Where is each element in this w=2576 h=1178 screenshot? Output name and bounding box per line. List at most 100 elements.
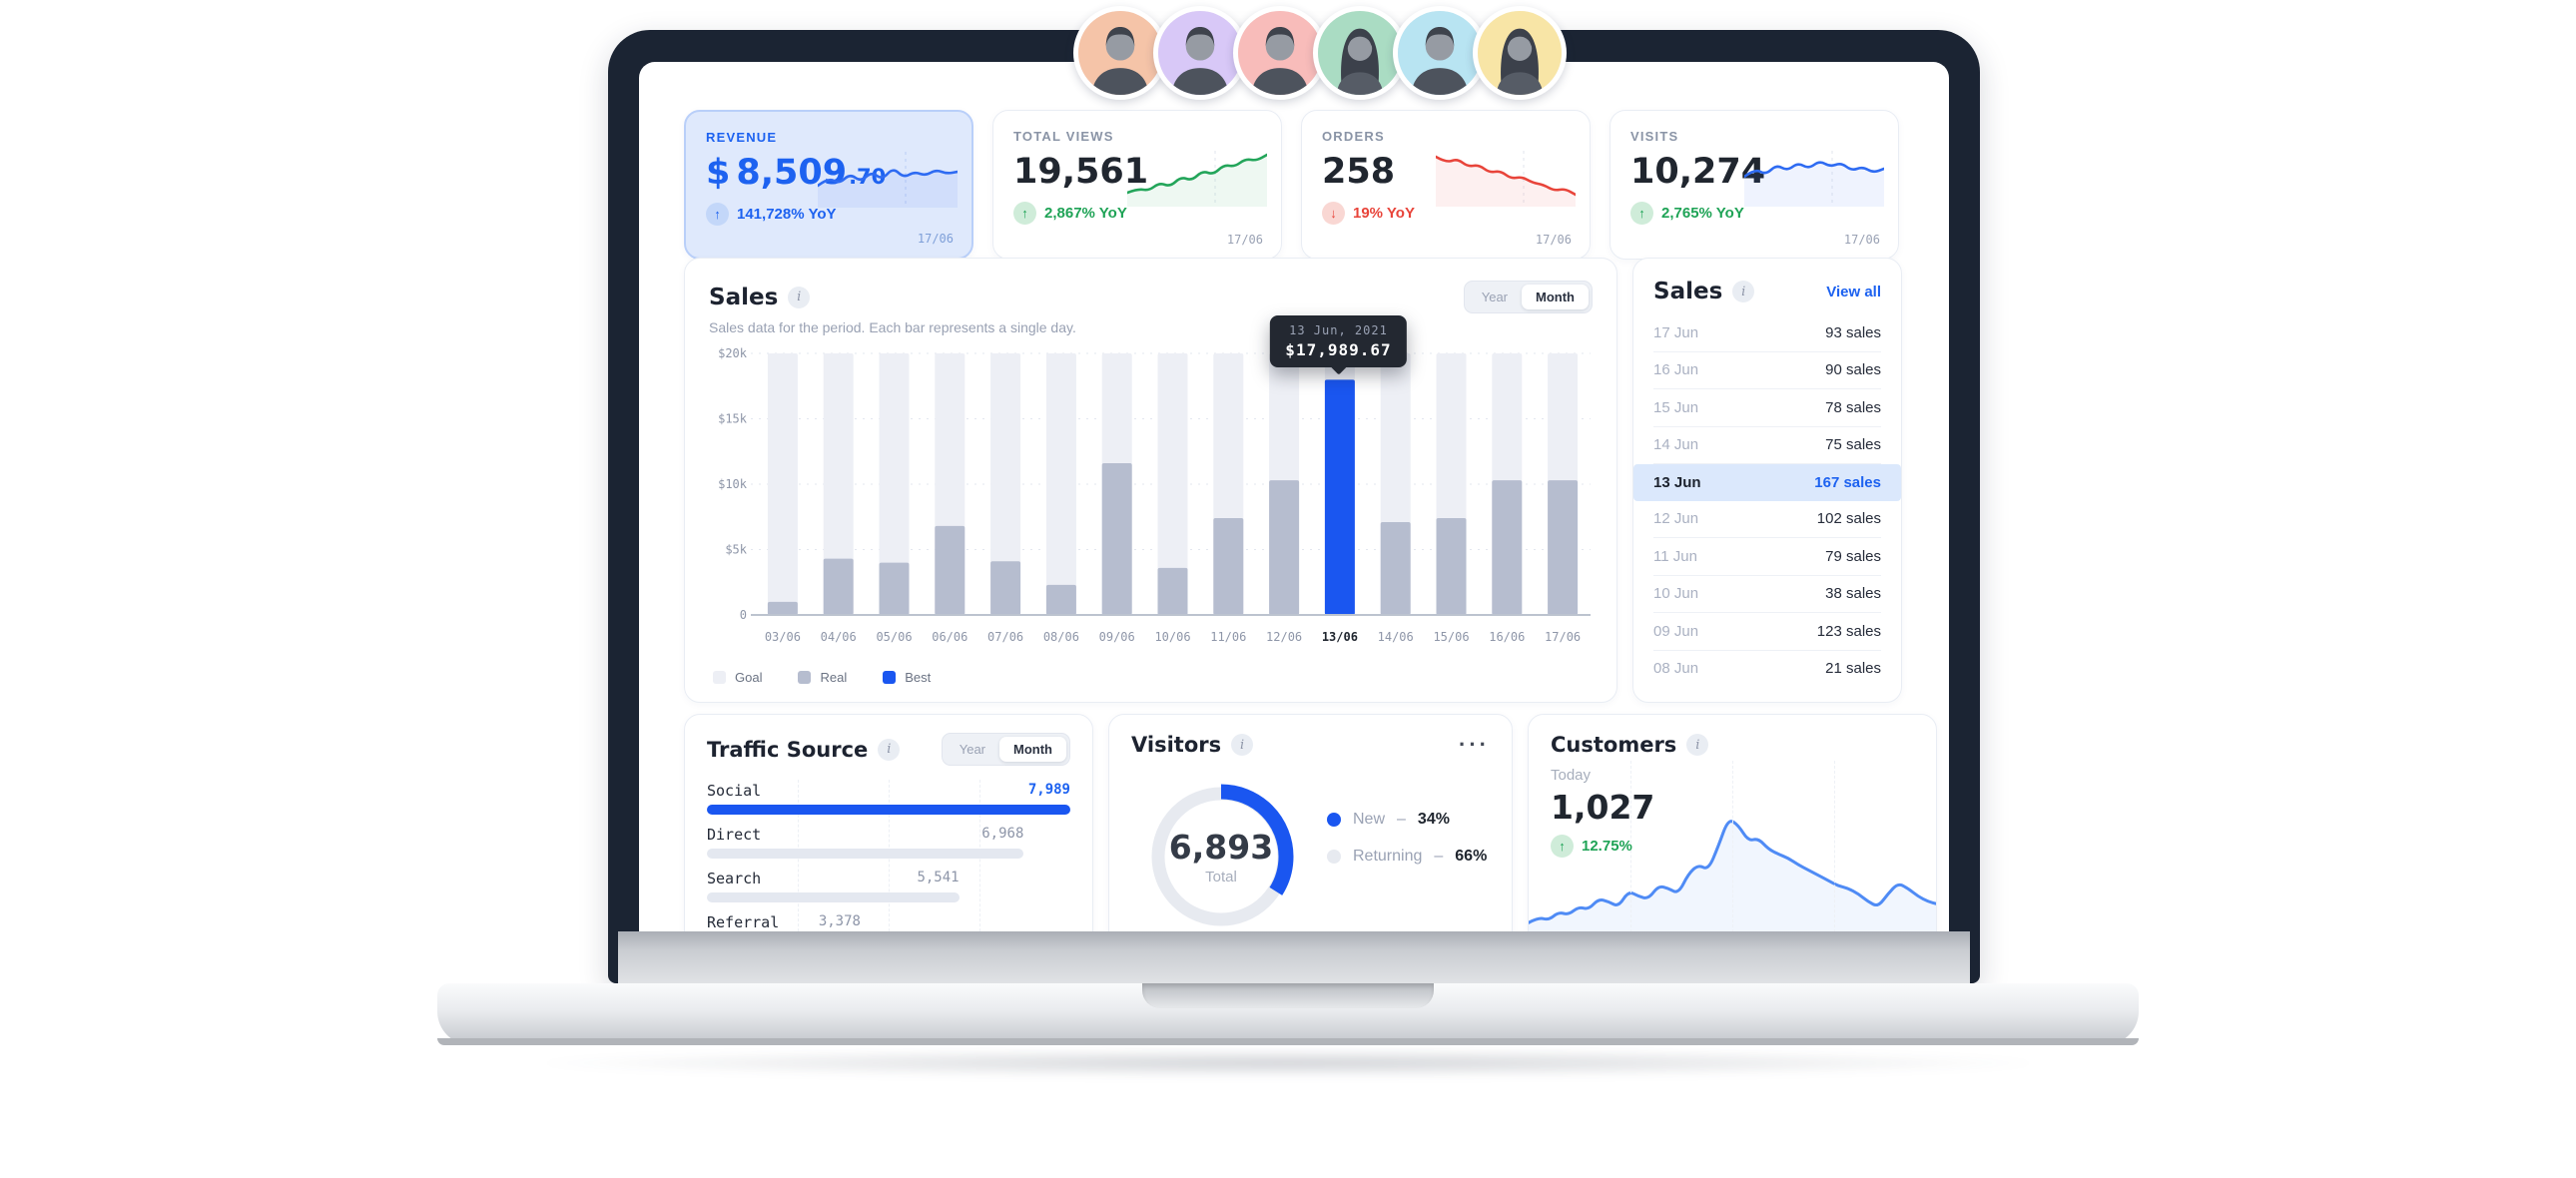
- sales-list-row[interactable]: 17 Jun 93 sales: [1653, 314, 1881, 352]
- sales-list-card: Sales i View all 17 Jun 93 sales 16 Jun 90 …: [1632, 258, 1902, 703]
- sales-bar-real[interactable]: [1436, 518, 1467, 615]
- stat-card-orders[interactable]: ORDERS 258 ↓ 19% YoY 17/06: [1301, 110, 1591, 260]
- user-avatar[interactable]: [1073, 6, 1167, 100]
- traffic-title: Traffic Source: [707, 737, 869, 762]
- sales-bar-goal: [767, 353, 798, 615]
- stat-card-change: ↑ 2,765% YoY: [1630, 202, 1878, 225]
- user-avatar[interactable]: [1153, 6, 1247, 100]
- y-axis-label: 0: [740, 608, 747, 622]
- legend-dot: [1327, 850, 1341, 864]
- stat-card-change: ↓ 19% YoY: [1322, 202, 1570, 225]
- sales-bar-real[interactable]: [1045, 584, 1076, 615]
- traffic-row-referral: Referral 3,378: [707, 911, 1070, 931]
- stat-card-total-views[interactable]: TOTAL VIEWS 19,561 ↑ 2,867% YoY 17/06: [992, 110, 1282, 260]
- sales-bar-real[interactable]: [1101, 463, 1132, 615]
- toggle-month[interactable]: Month: [999, 737, 1066, 762]
- traffic-source-card: Traffic Source i Year Month Social 7,989 Di…: [684, 714, 1093, 931]
- info-icon[interactable]: i: [788, 286, 811, 308]
- traffic-bars: Social 7,989 Direct 6,968 Search 5,541 Referra…: [707, 780, 1070, 931]
- arrow-up-icon: ↑: [1551, 835, 1574, 858]
- traffic-bar: [707, 805, 1070, 815]
- sales-bar-real[interactable]: [1157, 567, 1188, 615]
- laptop-screen: REVENUE $8,509.70 ↑ 141,728% YoY 17/06 TOTAL …: [639, 62, 1949, 931]
- stat-card-value: 19,561: [1013, 152, 1149, 192]
- chart-legend: Goal Real Best: [709, 670, 1593, 685]
- traffic-value: 7,989: [1027, 782, 1070, 798]
- stat-card-change: ↑ 141,728% YoY: [706, 203, 952, 226]
- sales-list-row[interactable]: 12 Jun 102 sales: [1653, 501, 1881, 538]
- info-icon[interactable]: i: [1231, 734, 1254, 756]
- laptop-base: [437, 983, 2139, 1045]
- stat-sparkline: [1127, 151, 1267, 207]
- user-avatar[interactable]: [1473, 6, 1567, 100]
- y-axis-label: $5k: [725, 543, 747, 557]
- sales-bar-real[interactable]: [1492, 480, 1523, 615]
- stat-card-revenue[interactable]: REVENUE $8,509.70 ↑ 141,728% YoY 17/06: [684, 110, 973, 260]
- sales-bar-real[interactable]: [879, 562, 910, 615]
- view-all-link[interactable]: View all: [1826, 283, 1881, 300]
- info-icon[interactable]: i: [878, 738, 901, 761]
- arrow-up-icon: ↑: [1630, 202, 1653, 225]
- stat-card-visits[interactable]: VISITS 10,274 ↑ 2,765% YoY 17/06: [1610, 110, 1899, 260]
- x-axis-label: 15/06: [1433, 630, 1469, 644]
- traffic-label: Social: [707, 782, 762, 800]
- sales-list-row[interactable]: 16 Jun 90 sales: [1653, 352, 1881, 389]
- stat-card-value: 258: [1322, 152, 1396, 192]
- sales-bar-real[interactable]: [1213, 518, 1244, 615]
- sales-bar-real[interactable]: [823, 558, 854, 615]
- stat-sparkline: [818, 152, 958, 208]
- customers-title: Customers: [1551, 733, 1677, 757]
- donut-segment-new[interactable]: [1148, 784, 1294, 929]
- x-axis-label: 04/06: [821, 630, 857, 644]
- laptop-bezel: REVENUE $8,509.70 ↑ 141,728% YoY 17/06 TOTAL …: [608, 30, 1980, 983]
- info-icon[interactable]: i: [1732, 281, 1755, 302]
- x-axis-label: 10/06: [1154, 630, 1190, 644]
- sales-bar-real[interactable]: [1269, 480, 1300, 615]
- sales-list-row[interactable]: 09 Jun 123 sales: [1653, 613, 1881, 651]
- gridline: [1630, 761, 1631, 931]
- info-icon[interactable]: i: [1686, 734, 1709, 756]
- sales-bar-real[interactable]: [1548, 480, 1579, 615]
- sales-list-row[interactable]: 14 Jun 75 sales: [1653, 427, 1881, 464]
- laptop-shadow: [519, 1048, 2057, 1078]
- user-avatar[interactable]: [1233, 6, 1327, 100]
- sales-list-title: Sales: [1653, 279, 1723, 304]
- customers-stats: Today 1,027 ↑ 12.75%: [1551, 767, 1654, 858]
- x-axis-label: 09/06: [1099, 630, 1135, 644]
- x-axis-label: 06/06: [932, 630, 967, 644]
- stat-card-value: 10,274: [1630, 152, 1766, 192]
- sales-bar-real[interactable]: [935, 525, 966, 615]
- legend-swatch: [798, 671, 812, 684]
- toggle-year[interactable]: Year: [1481, 290, 1509, 304]
- sales-list-row[interactable]: 15 Jun 78 sales: [1653, 389, 1881, 427]
- sales-bar-real[interactable]: [1380, 521, 1411, 615]
- sales-list-row[interactable]: 08 Jun 21 sales: [1653, 660, 1881, 678]
- sales-bar-real[interactable]: [990, 561, 1021, 615]
- more-options-icon[interactable]: ···: [1459, 732, 1490, 757]
- stat-card-label: ORDERS: [1322, 129, 1385, 144]
- toggle-month[interactable]: Month: [1522, 285, 1589, 309]
- stat-card-date: 17/06: [917, 232, 954, 246]
- sales-bar-goal: [1157, 353, 1188, 615]
- sales-bar-real[interactable]: [767, 601, 798, 615]
- sales-bar-best[interactable]: [1324, 379, 1355, 615]
- sales-bar-goal: [823, 353, 854, 615]
- sales-list-row[interactable]: 11 Jun 79 sales: [1653, 538, 1881, 576]
- sales-bar-chart: $20k $15k $10k $5k 0 03/06 04/06 05/06 06/06 07/0…: [709, 315, 1593, 660]
- sales-list-row[interactable]: 13 Jun 167 sales: [1633, 464, 1901, 501]
- arrow-up-icon: ↑: [1013, 202, 1036, 225]
- x-axis-label: 14/06: [1378, 630, 1414, 644]
- user-avatar[interactable]: [1313, 6, 1407, 100]
- user-avatars: [1073, 6, 1567, 102]
- stat-card-date: 17/06: [1843, 233, 1880, 247]
- x-axis-label: 12/06: [1266, 630, 1302, 644]
- traffic-bar: [707, 892, 960, 902]
- x-axis-label: 08/06: [1043, 630, 1079, 644]
- legend-item-goal: Goal: [713, 670, 762, 685]
- user-avatar[interactable]: [1393, 6, 1487, 100]
- y-axis-label: $10k: [718, 477, 748, 491]
- toggle-year[interactable]: Year: [959, 742, 986, 757]
- traffic-label: Direct: [707, 826, 762, 844]
- sales-list-row[interactable]: 10 Jun 38 sales: [1653, 576, 1881, 613]
